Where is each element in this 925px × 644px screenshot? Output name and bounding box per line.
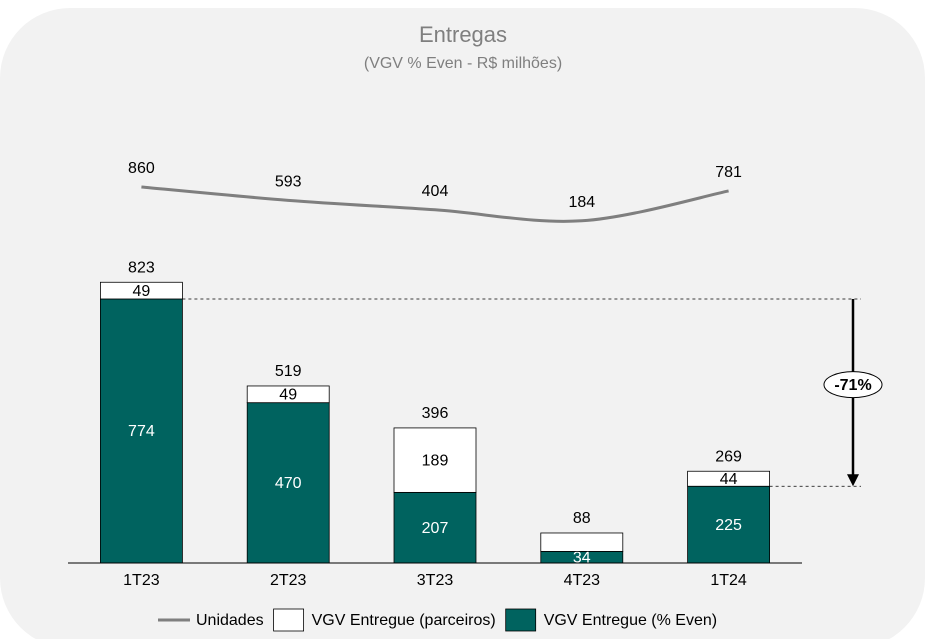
value-label: 189 xyxy=(422,452,449,469)
bar-segment xyxy=(393,427,477,493)
annotation: -71% xyxy=(834,377,871,394)
bar-segment xyxy=(100,281,183,300)
annotation-badge xyxy=(823,371,883,399)
total-label: 88 xyxy=(573,510,591,527)
value-label: 774 xyxy=(128,423,155,440)
total-label: 269 xyxy=(715,448,742,465)
chart-title: Entregas xyxy=(419,22,507,47)
x-tick-label: 1T24 xyxy=(710,572,747,589)
x-tick-label: 4T23 xyxy=(564,572,601,589)
line-label: 404 xyxy=(422,183,449,200)
value-label: 225 xyxy=(715,517,742,534)
legend-swatch xyxy=(505,608,537,632)
legend-swatch xyxy=(273,608,305,632)
chart-subtitle: (VGV % Even - R$ milhões) xyxy=(364,55,562,72)
legend-label: VGV Entregue (% Even) xyxy=(544,612,717,629)
line-label: 593 xyxy=(275,174,302,191)
arrow-head xyxy=(847,474,859,487)
bar-segment xyxy=(540,532,624,552)
x-tick-label: 1T23 xyxy=(123,572,160,589)
line-label: 781 xyxy=(715,164,742,181)
line-label: 184 xyxy=(568,194,595,211)
legend-label: Unidades xyxy=(196,612,264,629)
x-tick-label: 2T23 xyxy=(270,572,307,589)
value-label: 470 xyxy=(275,475,302,492)
total-label: 519 xyxy=(275,363,302,380)
total-label: 823 xyxy=(128,259,155,276)
bar-segment xyxy=(687,470,770,487)
total-label: 396 xyxy=(422,405,449,422)
value-label: 34 xyxy=(573,549,591,566)
bar-segment xyxy=(100,298,183,564)
value-label: 44 xyxy=(720,471,738,488)
value-label: 207 xyxy=(422,520,449,537)
bar-segment xyxy=(246,402,330,564)
legend-label: VGV Entregue (parceiros) xyxy=(312,612,496,629)
x-tick-label: 3T23 xyxy=(417,572,454,589)
value-label: 49 xyxy=(133,283,151,300)
line xyxy=(141,185,729,223)
value-label: 49 xyxy=(279,387,297,404)
bar-segment xyxy=(246,385,330,404)
line-label: 860 xyxy=(128,160,155,177)
bar-segment xyxy=(393,491,477,564)
